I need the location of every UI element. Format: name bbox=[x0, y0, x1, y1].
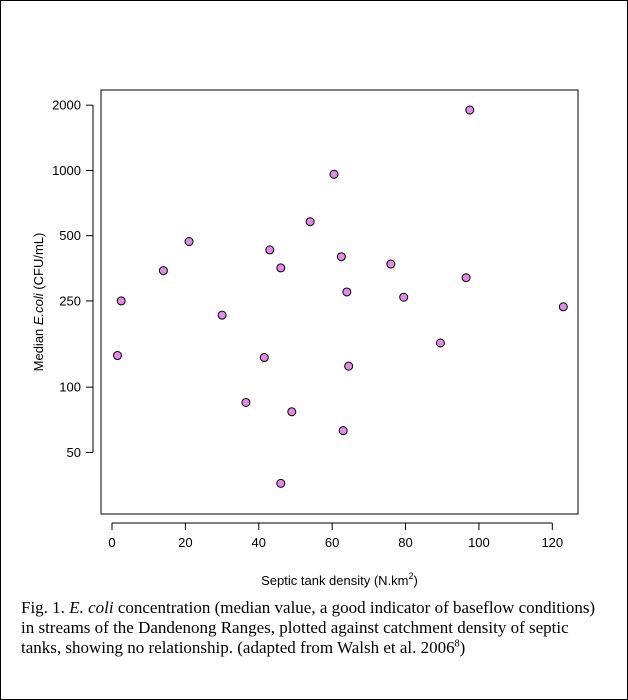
caption-tail: ) bbox=[459, 638, 466, 657]
data-point bbox=[344, 361, 354, 371]
data-point bbox=[386, 259, 396, 269]
data-points bbox=[113, 105, 568, 488]
data-point bbox=[287, 407, 297, 417]
data-point bbox=[329, 169, 339, 179]
x-tick-label: 60 bbox=[325, 535, 339, 550]
figure-caption: Fig. 1. E. coli concentration (median va… bbox=[21, 598, 611, 658]
x-tick-label: 40 bbox=[252, 535, 266, 550]
x-tick-label: 120 bbox=[541, 535, 563, 550]
caption-ref: 8 bbox=[454, 638, 460, 650]
caption-text: concentration (median value, a good indi… bbox=[21, 598, 596, 657]
scatter-chart: 0 20 40 60 80 100 120 50 100 250 500 1000 2000 Sept… bbox=[31, 89, 579, 588]
x-tick-label: 0 bbox=[108, 535, 115, 550]
data-point bbox=[276, 478, 286, 488]
data-point bbox=[116, 296, 126, 306]
caption-fig-label: Fig. 1. bbox=[21, 598, 70, 617]
data-point bbox=[399, 292, 409, 302]
data-point bbox=[259, 353, 269, 363]
data-point bbox=[558, 302, 568, 312]
x-tick-label: 80 bbox=[398, 535, 412, 550]
y-tick-label: 100 bbox=[59, 380, 81, 395]
data-point bbox=[241, 397, 251, 407]
data-point bbox=[265, 245, 275, 255]
data-point bbox=[338, 426, 348, 436]
y-tick-label: 50 bbox=[67, 445, 81, 460]
data-point bbox=[184, 237, 194, 247]
x-tick-label: 100 bbox=[468, 535, 490, 550]
data-point bbox=[158, 266, 168, 276]
y-tick-label: 2000 bbox=[52, 98, 81, 113]
x-tick-label: 20 bbox=[178, 535, 192, 550]
data-point bbox=[276, 263, 286, 273]
y-tick-label: 1000 bbox=[52, 163, 81, 178]
y-tick-label: 500 bbox=[59, 228, 81, 243]
y-tick-label: 250 bbox=[59, 293, 81, 308]
data-point bbox=[336, 252, 346, 262]
data-point bbox=[461, 273, 471, 283]
y-axis: 50 100 250 500 1000 2000 bbox=[52, 98, 94, 460]
data-point bbox=[465, 105, 475, 115]
data-point bbox=[342, 287, 352, 297]
x-axis-label: Septic tank density (N.km2) bbox=[261, 571, 418, 588]
data-point bbox=[435, 338, 445, 348]
data-point bbox=[113, 351, 123, 361]
caption-species: E. coli bbox=[69, 598, 114, 617]
plot-area bbox=[100, 89, 579, 515]
data-point bbox=[217, 310, 227, 320]
x-axis: 0 20 40 60 80 100 120 bbox=[108, 522, 563, 550]
y-axis-label: Median E.coli (CFU/mL) bbox=[31, 233, 46, 372]
data-point bbox=[305, 217, 315, 227]
